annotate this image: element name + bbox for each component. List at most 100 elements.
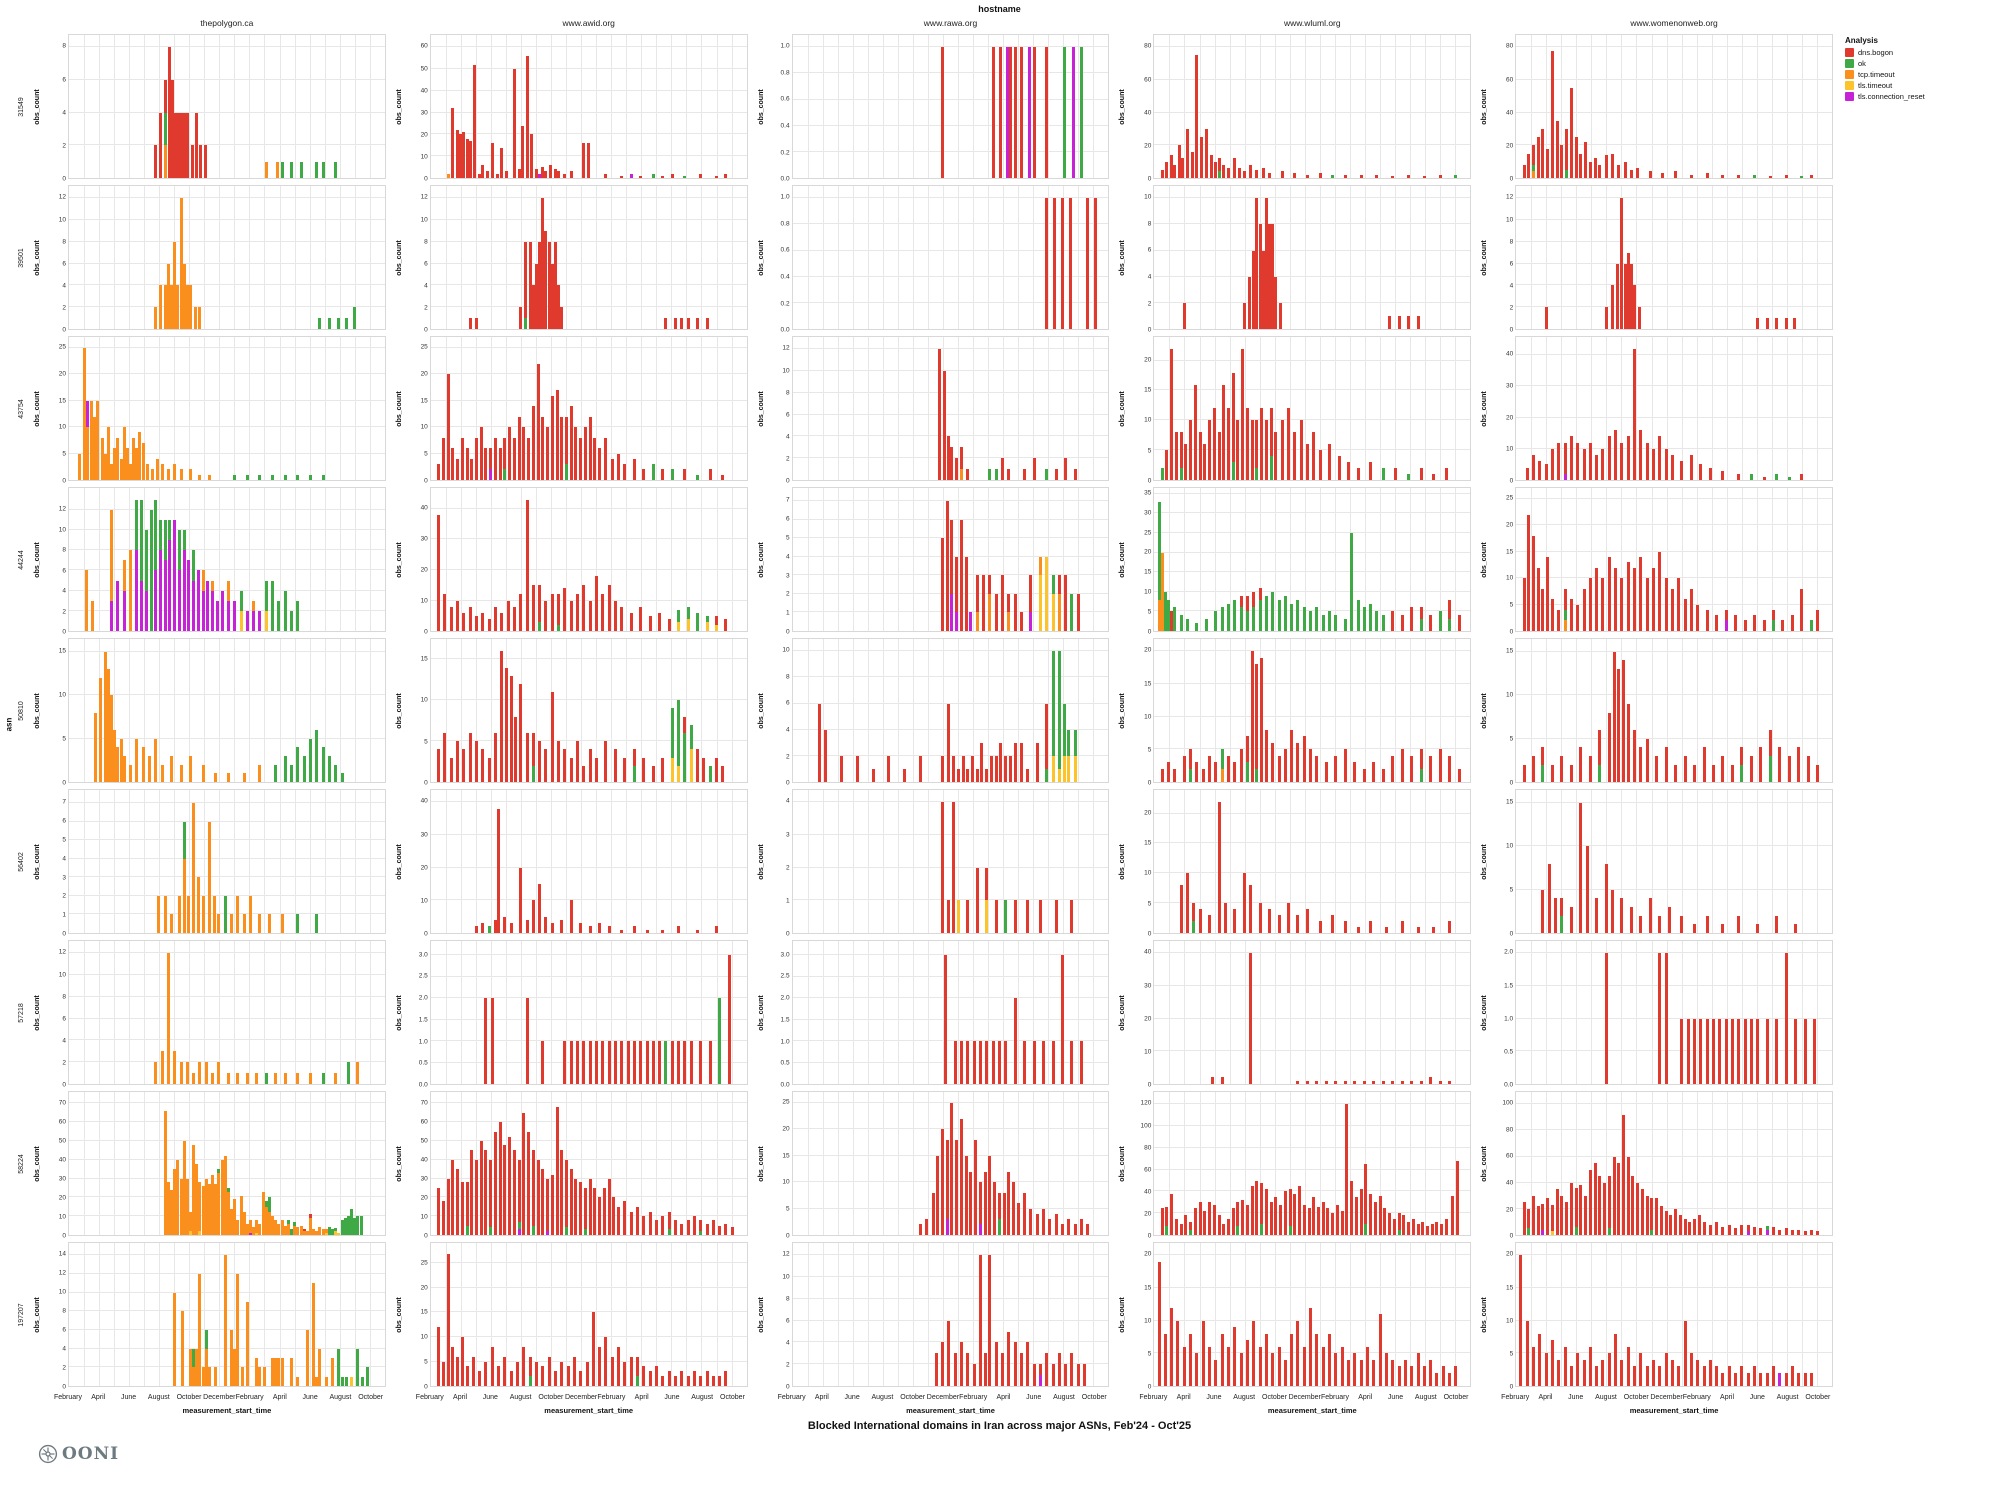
y-tick-label: 6 bbox=[424, 260, 428, 268]
bar bbox=[1740, 747, 1744, 782]
plot-area bbox=[68, 789, 386, 934]
y-tick-label: 1.0 bbox=[780, 42, 790, 50]
y-tick-label: 10 bbox=[420, 1333, 428, 1341]
bar bbox=[201, 1367, 205, 1386]
y-tick-label: 20 bbox=[1505, 142, 1514, 150]
bar bbox=[1258, 1346, 1262, 1386]
bar bbox=[1699, 464, 1703, 480]
bar bbox=[1309, 1307, 1313, 1386]
bar bbox=[125, 448, 129, 480]
bar bbox=[204, 1062, 208, 1084]
bar bbox=[217, 1062, 221, 1084]
bar bbox=[337, 1348, 341, 1386]
bar bbox=[1756, 924, 1760, 933]
bar bbox=[484, 998, 488, 1084]
bar bbox=[1560, 755, 1564, 782]
bar bbox=[1664, 953, 1668, 1084]
y-tick-label: 12 bbox=[782, 1250, 790, 1258]
bar bbox=[1639, 430, 1643, 480]
bar bbox=[1350, 1180, 1354, 1235]
plot-area bbox=[791, 1091, 1110, 1236]
y-tick-label: 0 bbox=[1509, 477, 1514, 485]
y-tick-label: 0 bbox=[1509, 1383, 1514, 1391]
y-tick-label: 8 bbox=[785, 389, 790, 397]
bar bbox=[503, 1144, 507, 1235]
bar bbox=[201, 570, 205, 631]
bar bbox=[159, 112, 162, 178]
bar bbox=[1620, 442, 1624, 480]
bar bbox=[177, 895, 181, 933]
bar bbox=[1576, 442, 1580, 480]
bar bbox=[505, 667, 508, 782]
bar bbox=[1369, 1193, 1373, 1235]
bar bbox=[199, 145, 203, 178]
bar bbox=[94, 712, 98, 782]
bar bbox=[456, 1169, 460, 1235]
bar bbox=[985, 1041, 989, 1084]
bar bbox=[1201, 1320, 1205, 1386]
bar bbox=[988, 1155, 992, 1235]
bar bbox=[1538, 461, 1542, 480]
y-axis-label: obs_count bbox=[1481, 541, 1489, 578]
bar bbox=[245, 610, 249, 631]
bar bbox=[503, 916, 507, 933]
bar bbox=[1189, 749, 1193, 782]
bar bbox=[1373, 1202, 1377, 1235]
bar bbox=[721, 474, 725, 480]
bar bbox=[1163, 591, 1167, 631]
bar bbox=[1585, 846, 1589, 933]
bar bbox=[1053, 198, 1057, 329]
bar bbox=[1565, 129, 1569, 178]
bar bbox=[129, 550, 132, 631]
x-tick-label: April bbox=[814, 1394, 829, 1401]
bar bbox=[154, 1062, 158, 1084]
bar bbox=[718, 998, 722, 1084]
bar bbox=[1677, 1366, 1681, 1386]
y-tick-label: 0 bbox=[1509, 326, 1514, 334]
y-tick-label: 80 bbox=[1144, 1144, 1152, 1152]
bar bbox=[1073, 1224, 1077, 1235]
bar bbox=[708, 1041, 712, 1084]
bar bbox=[941, 1129, 945, 1235]
bar bbox=[607, 926, 611, 933]
bar bbox=[629, 173, 633, 178]
bar bbox=[1419, 607, 1423, 631]
bar bbox=[177, 112, 180, 178]
bar bbox=[315, 161, 319, 178]
bar bbox=[636, 1206, 640, 1235]
y-tick-label: 8 bbox=[1147, 220, 1152, 228]
bar bbox=[1560, 1195, 1564, 1235]
bar bbox=[953, 1041, 957, 1084]
bar bbox=[245, 1301, 249, 1386]
bar bbox=[959, 519, 963, 631]
bar bbox=[160, 1051, 164, 1084]
bar bbox=[1601, 448, 1605, 480]
bar bbox=[1607, 436, 1611, 480]
bar bbox=[1261, 168, 1265, 178]
bar bbox=[1032, 47, 1036, 178]
plot-area bbox=[429, 789, 748, 934]
bar bbox=[497, 1366, 501, 1386]
bar bbox=[315, 914, 319, 933]
subplot-43754-www.rawa.org: obs_count 0 2 4 6 8 10 12 bbox=[756, 336, 1110, 485]
bar bbox=[1519, 1255, 1523, 1386]
bar bbox=[1655, 1198, 1659, 1235]
bar bbox=[168, 519, 172, 631]
x-tick-label: December bbox=[1650, 1394, 1683, 1401]
bar bbox=[1705, 173, 1709, 178]
x-tick-label: August bbox=[1776, 1394, 1799, 1401]
bar bbox=[1410, 755, 1414, 782]
y-tick-label: 0 bbox=[1147, 1383, 1152, 1391]
bar bbox=[1250, 1185, 1254, 1235]
bar bbox=[1195, 623, 1199, 631]
y-tick-label: 80 bbox=[1144, 42, 1152, 50]
bar bbox=[189, 755, 192, 782]
y-tick-label: 0 bbox=[1147, 1081, 1152, 1089]
y-tick-label: 0 bbox=[62, 1081, 66, 1089]
bar bbox=[471, 1356, 475, 1386]
bar bbox=[207, 474, 211, 480]
y-tick-label: 0.2 bbox=[780, 149, 790, 156]
bar bbox=[110, 509, 114, 631]
legend-swatch-icon bbox=[1845, 59, 1854, 68]
bar bbox=[89, 400, 93, 480]
